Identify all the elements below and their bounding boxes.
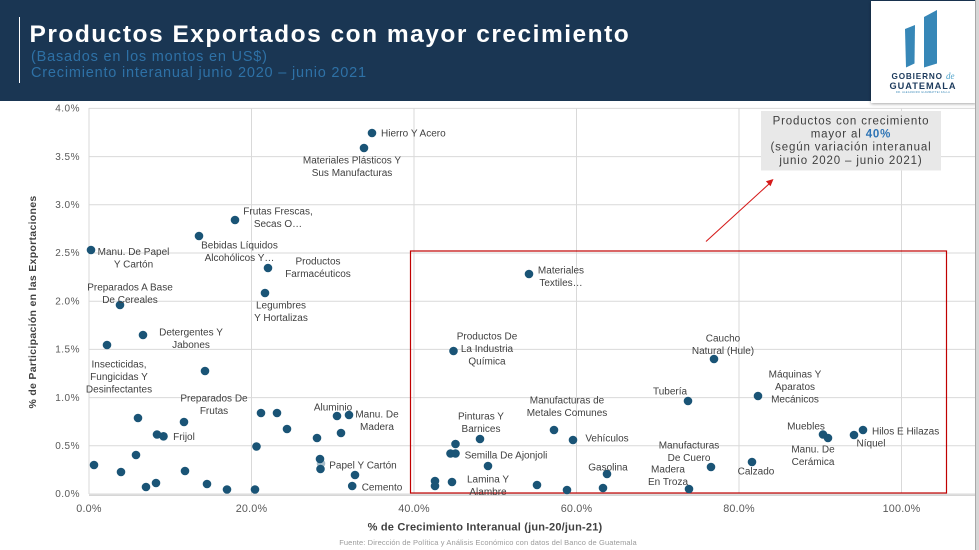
svg-text:Hilos E Hilazas: Hilos E Hilazas <box>872 427 939 438</box>
svg-text:Máquinas Y: Máquinas Y <box>769 370 822 381</box>
svg-text:40.0%: 40.0% <box>398 503 430 515</box>
svg-text:Semilla De Ajonjoli: Semilla De Ajonjoli <box>465 451 548 462</box>
svg-text:Alambre: Alambre <box>469 487 507 498</box>
svg-text:Natural (Hule): Natural (Hule) <box>692 346 754 357</box>
svg-text:Mecánicos: Mecánicos <box>771 395 819 406</box>
svg-text:Manu. De: Manu. De <box>791 445 835 456</box>
svg-text:80.0%: 80.0% <box>723 503 755 515</box>
svg-text:4.0%: 4.0% <box>55 104 80 115</box>
svg-text:Hierro Y Acero: Hierro Y Acero <box>381 129 446 140</box>
svg-text:0.5%: 0.5% <box>55 441 80 452</box>
svg-text:3.0%: 3.0% <box>55 200 80 211</box>
svg-text:La Industria: La Industria <box>461 344 514 355</box>
svg-text:Frutas Frescas,: Frutas Frescas, <box>243 207 312 218</box>
svg-text:Pinturas Y: Pinturas Y <box>458 412 504 423</box>
svg-text:Fungicidas Y: Fungicidas Y <box>90 372 148 383</box>
svg-text:Manu. De Papel: Manu. De Papel <box>98 247 170 258</box>
svg-text:% de Crecimiento Interanual (j: % de Crecimiento Interanual (jun-20/jun-… <box>368 522 603 534</box>
svg-text:Farmacéuticos: Farmacéuticos <box>285 269 351 280</box>
svg-text:Tubería: Tubería <box>653 387 688 398</box>
svg-text:Cerámica: Cerámica <box>792 457 835 468</box>
svg-text:Fuente: Dirección de Política: Fuente: Dirección de Política y Análisis… <box>339 538 637 547</box>
svg-text:Materiales Plásticos Y: Materiales Plásticos Y <box>303 156 402 167</box>
svg-text:Madera: Madera <box>360 422 394 433</box>
svg-text:Insecticidas,: Insecticidas, <box>91 360 146 371</box>
svg-text:Detergentes Y: Detergentes Y <box>159 328 223 339</box>
svg-text:Manufacturas de: Manufacturas de <box>530 396 605 407</box>
svg-text:Química: Química <box>468 357 506 368</box>
svg-text:Alcohólicos Y…: Alcohólicos Y… <box>205 253 275 264</box>
svg-text:Textiles…: Textiles… <box>539 278 582 289</box>
svg-text:Frutas: Frutas <box>200 406 228 417</box>
svg-text:Productos De: Productos De <box>457 332 518 343</box>
svg-text:Desinfectantes: Desinfectantes <box>86 385 152 396</box>
svg-text:Sus Manufacturas: Sus Manufacturas <box>312 168 393 179</box>
svg-text:20.0%: 20.0% <box>236 503 268 515</box>
svg-text:Productos: Productos <box>295 257 340 268</box>
svg-text:Materiales: Materiales <box>538 266 584 277</box>
svg-text:Preparados De: Preparados De <box>180 394 248 405</box>
svg-text:Calzado: Calzado <box>738 467 775 478</box>
svg-text:Aparatos: Aparatos <box>775 382 815 393</box>
svg-text:2.0%: 2.0% <box>55 296 80 307</box>
svg-text:Níquel: Níquel <box>857 439 886 450</box>
svg-text:Legumbres: Legumbres <box>256 301 306 312</box>
svg-text:Manu. De: Manu. De <box>355 410 399 421</box>
svg-text:Aluminio: Aluminio <box>314 403 353 414</box>
svg-text:60.0%: 60.0% <box>561 503 593 515</box>
svg-text:Barnices: Barnices <box>462 424 501 435</box>
svg-text:Jabones: Jabones <box>172 340 210 351</box>
svg-text:Cemento: Cemento <box>362 483 403 494</box>
svg-text:Bebidas Líquidos: Bebidas Líquidos <box>201 241 278 252</box>
svg-text:junio 2020 – junio 2021): junio 2020 – junio 2021) <box>778 155 922 167</box>
svg-text:0.0%: 0.0% <box>76 503 102 515</box>
svg-text:Caucho: Caucho <box>706 334 741 345</box>
svg-text:0.0%: 0.0% <box>55 489 80 500</box>
svg-text:En Troza: En Troza <box>648 477 688 488</box>
svg-text:% de Participación en las Expo: % de Participación en las Exportaciones <box>27 195 39 408</box>
svg-text:Productos con crecimiento: Productos con crecimiento <box>773 115 930 127</box>
svg-text:3.5%: 3.5% <box>55 152 80 163</box>
svg-text:1.5%: 1.5% <box>55 345 80 356</box>
svg-text:Y Hortalizas: Y Hortalizas <box>254 313 308 324</box>
svg-text:Lamina Y: Lamina Y <box>467 475 509 486</box>
svg-text:Papel Y Cartón: Papel Y Cartón <box>329 461 396 472</box>
svg-text:De Cuero: De Cuero <box>668 453 711 464</box>
svg-text:(según variación interanual: (según variación interanual <box>770 142 931 154</box>
svg-text:Manufacturas: Manufacturas <box>659 441 720 452</box>
svg-text:De Cereales: De Cereales <box>102 295 158 306</box>
svg-text:Frijol: Frijol <box>173 432 195 443</box>
svg-text:Metales Comunes: Metales Comunes <box>527 408 608 419</box>
svg-text:Secas O…: Secas O… <box>254 219 302 230</box>
svg-text:100.0%: 100.0% <box>883 503 921 515</box>
svg-text:mayor al 40%: mayor al 40% <box>811 129 892 141</box>
svg-text:Preparados A Base: Preparados A Base <box>87 283 173 294</box>
svg-text:Vehículos: Vehículos <box>585 434 628 445</box>
svg-text:Madera: Madera <box>651 465 685 476</box>
svg-text:2.5%: 2.5% <box>55 248 80 259</box>
svg-text:Y Cartón: Y Cartón <box>114 260 153 271</box>
svg-text:Gasolina: Gasolina <box>588 463 628 474</box>
svg-text:1.0%: 1.0% <box>55 393 80 404</box>
svg-text:Muebles: Muebles <box>787 422 825 433</box>
